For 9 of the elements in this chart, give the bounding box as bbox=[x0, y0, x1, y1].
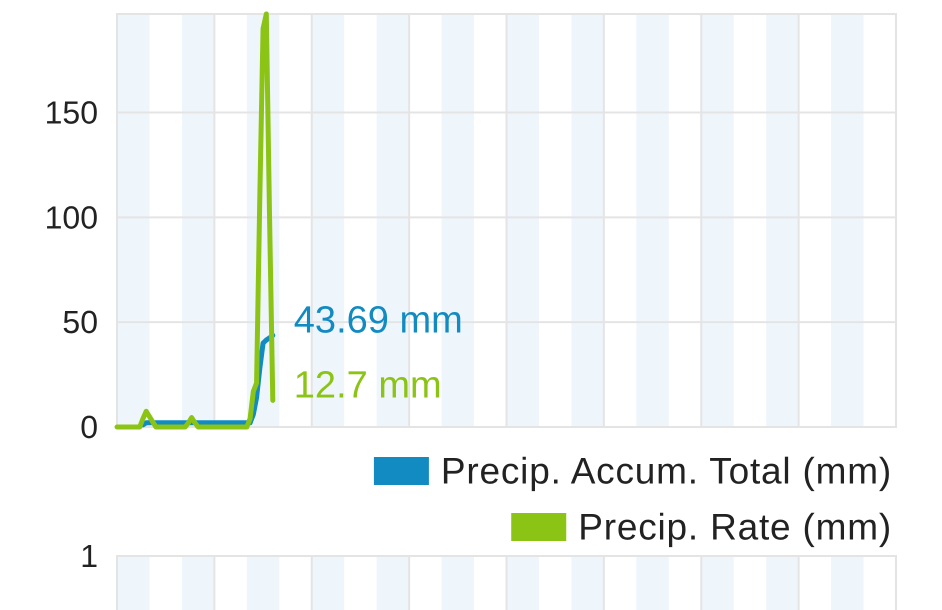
legend-label: Precip. Rate (mm) bbox=[578, 506, 892, 548]
data-label: 12.7 mm bbox=[294, 364, 442, 406]
y-tick-label: 0 bbox=[80, 409, 98, 445]
y-tick-label: 150 bbox=[44, 94, 98, 131]
data-label: 43.69 mm bbox=[294, 299, 463, 342]
y-tick-label: 100 bbox=[44, 199, 98, 236]
y-tick-label: 50 bbox=[62, 304, 98, 340]
legend-label: Precip. Accum. Total (mm) bbox=[440, 450, 892, 492]
text: 1 bbox=[80, 538, 98, 574]
